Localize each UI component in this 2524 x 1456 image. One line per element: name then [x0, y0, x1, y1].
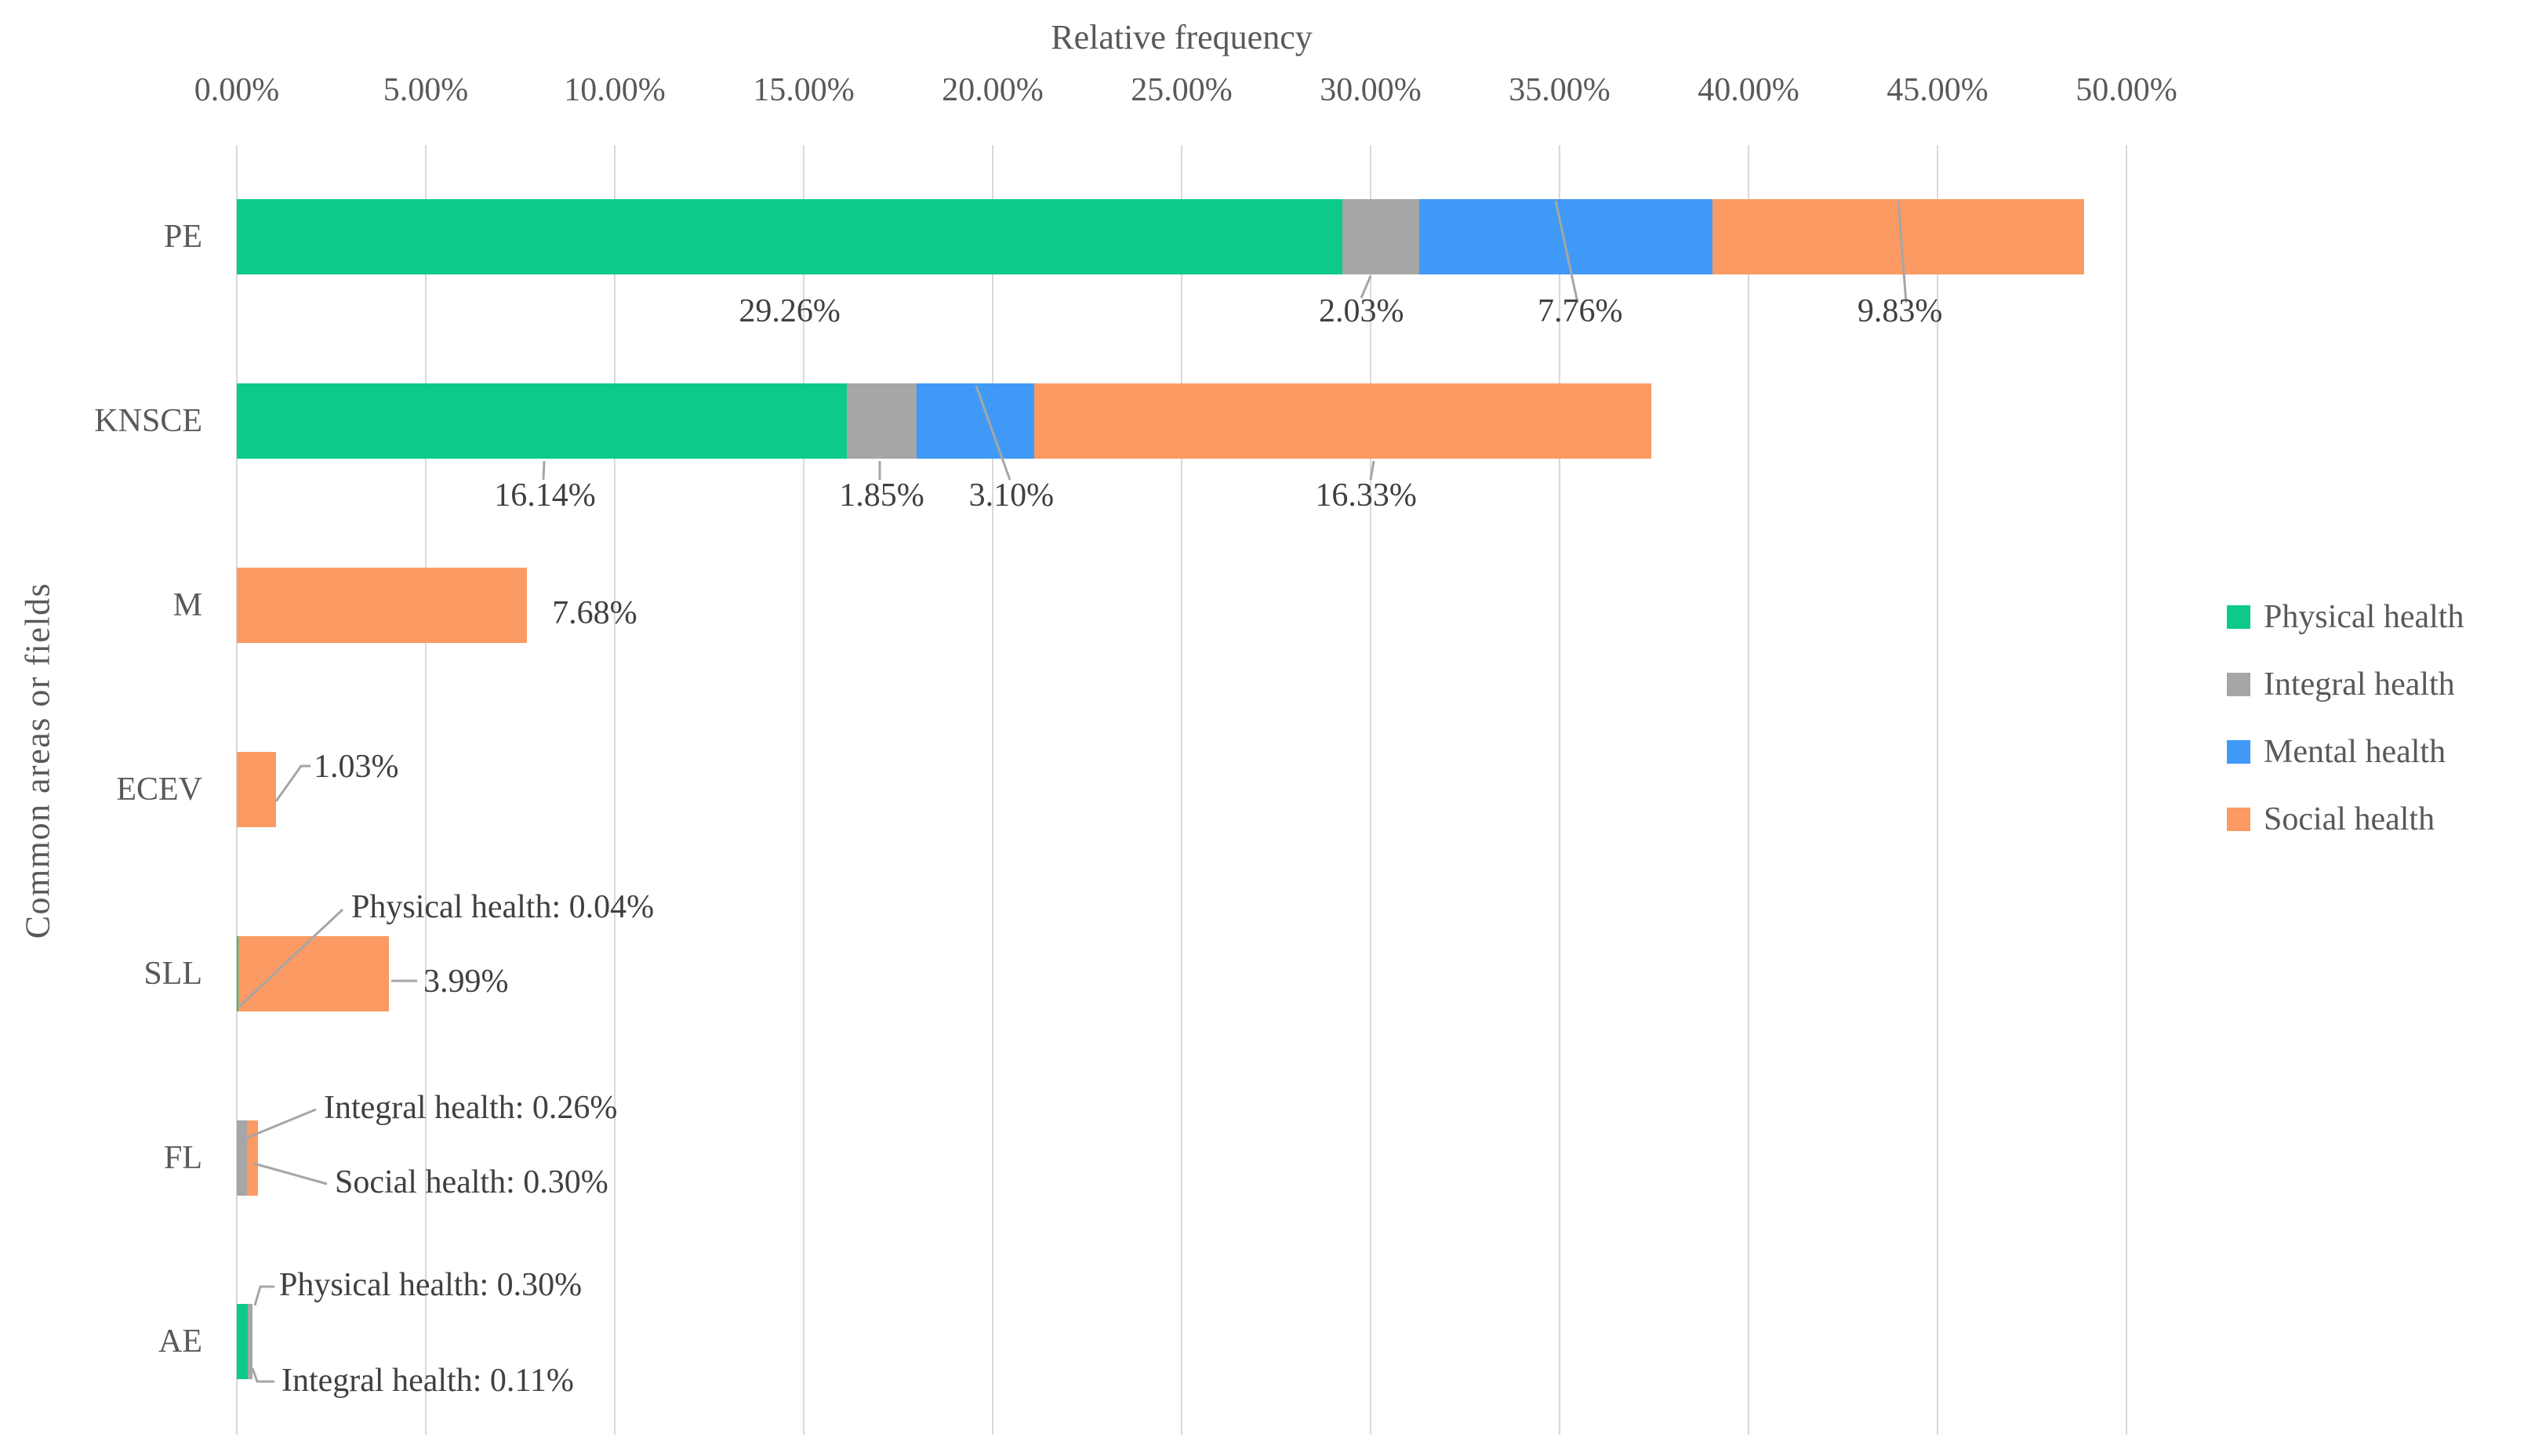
- x-tick-label: 45.00%: [1887, 72, 1988, 108]
- gridline: [2126, 145, 2127, 1435]
- data-label: 3.99%: [423, 964, 509, 1000]
- x-tick-label: 35.00%: [1509, 72, 1611, 108]
- legend-swatch: [2227, 740, 2250, 764]
- bar-segment: [917, 383, 1034, 459]
- legend-item: Integral health: [2227, 665, 2455, 704]
- data-label: 7.76%: [1537, 293, 1623, 329]
- gridline: [1748, 145, 1749, 1435]
- gridline: [1181, 145, 1182, 1435]
- bar-segment: [1033, 383, 1651, 459]
- data-label: 7.68%: [552, 595, 637, 631]
- legend-swatch: [2227, 673, 2250, 696]
- legend-label: Social health: [2264, 801, 2435, 837]
- bar-segment: [237, 1120, 247, 1196]
- x-tick-label: 15.00%: [753, 72, 855, 108]
- leader-line: [1554, 200, 1579, 303]
- x-tick-label: 10.00%: [564, 72, 666, 108]
- bar-segment: [237, 936, 238, 1011]
- data-label: 16.14%: [494, 477, 596, 514]
- leader-line: [1360, 275, 1372, 299]
- category-label: ECEV: [116, 772, 202, 808]
- x-axis-title: Relative frequency: [1051, 18, 1313, 56]
- bar-segment: [237, 1304, 249, 1379]
- legend-item: Mental health: [2227, 732, 2446, 772]
- data-label: 3.10%: [968, 477, 1055, 514]
- leader-line: [253, 1162, 328, 1185]
- leader-line: [1897, 200, 1908, 303]
- category-label: SLL: [143, 956, 202, 992]
- gridline: [1370, 145, 1371, 1435]
- bar-segment: [248, 1304, 252, 1379]
- data-label: Physical health: 0.30%: [279, 1267, 583, 1303]
- data-label: 16.33%: [1315, 477, 1417, 514]
- x-tick-label: 5.00%: [383, 72, 469, 108]
- legend-label: Physical health: [2264, 599, 2464, 635]
- bar-segment: [246, 1120, 258, 1196]
- bar-segment: [1342, 199, 1420, 274]
- data-label: 1.03%: [314, 749, 399, 785]
- data-label: Social health: 0.30%: [335, 1164, 608, 1200]
- gridline: [614, 145, 616, 1435]
- x-tick-label: 25.00%: [1131, 72, 1233, 108]
- leader-line: [542, 460, 546, 481]
- bar-segment: [237, 199, 1343, 274]
- x-tick-label: 40.00%: [1698, 72, 1799, 108]
- category-label: FL: [163, 1140, 202, 1176]
- leader-line: [245, 1108, 317, 1140]
- gridline: [425, 145, 427, 1435]
- data-label: Integral health: 0.11%: [281, 1363, 574, 1399]
- x-tick-label: 30.00%: [1320, 72, 1422, 108]
- data-label: Physical health: 0.04%: [351, 889, 655, 925]
- data-label: 9.83%: [1857, 293, 1943, 329]
- legend-swatch: [2227, 808, 2250, 831]
- bar-segment: [238, 936, 390, 1011]
- legend-label: Integral health: [2264, 666, 2455, 703]
- bar-segment: [846, 383, 917, 459]
- x-tick-label: 20.00%: [942, 72, 1044, 108]
- gridline: [992, 145, 993, 1435]
- leader-line: [274, 764, 311, 802]
- gridline: [803, 145, 804, 1435]
- category-label: AE: [158, 1323, 202, 1360]
- bar-segment: [237, 383, 847, 459]
- gridline: [1559, 145, 1560, 1435]
- leader-line: [238, 908, 344, 1008]
- legend-item: Social health: [2227, 800, 2435, 839]
- data-label: Integral health: 0.26%: [324, 1090, 618, 1126]
- data-label: 2.03%: [1319, 293, 1404, 329]
- gridline: [1937, 145, 1938, 1435]
- x-tick-label: 0.00%: [194, 72, 280, 108]
- category-label: KNSCE: [94, 403, 202, 439]
- bar-segment: [237, 568, 528, 643]
- data-label: 29.26%: [739, 293, 841, 329]
- legend-label: Mental health: [2264, 734, 2446, 770]
- leader-line: [1369, 460, 1375, 481]
- legend-swatch: [2227, 605, 2250, 629]
- leader-line: [251, 1367, 274, 1383]
- category-label: PE: [163, 219, 202, 255]
- bar-segment: [1419, 199, 1713, 274]
- bar-segment: [237, 752, 276, 827]
- leader-line: [253, 1285, 274, 1306]
- category-label: M: [173, 587, 202, 623]
- data-label: 1.85%: [839, 477, 924, 514]
- x-tick-label: 50.00%: [2075, 72, 2177, 108]
- legend-item: Physical health: [2227, 597, 2464, 637]
- leader-line: [975, 385, 1011, 481]
